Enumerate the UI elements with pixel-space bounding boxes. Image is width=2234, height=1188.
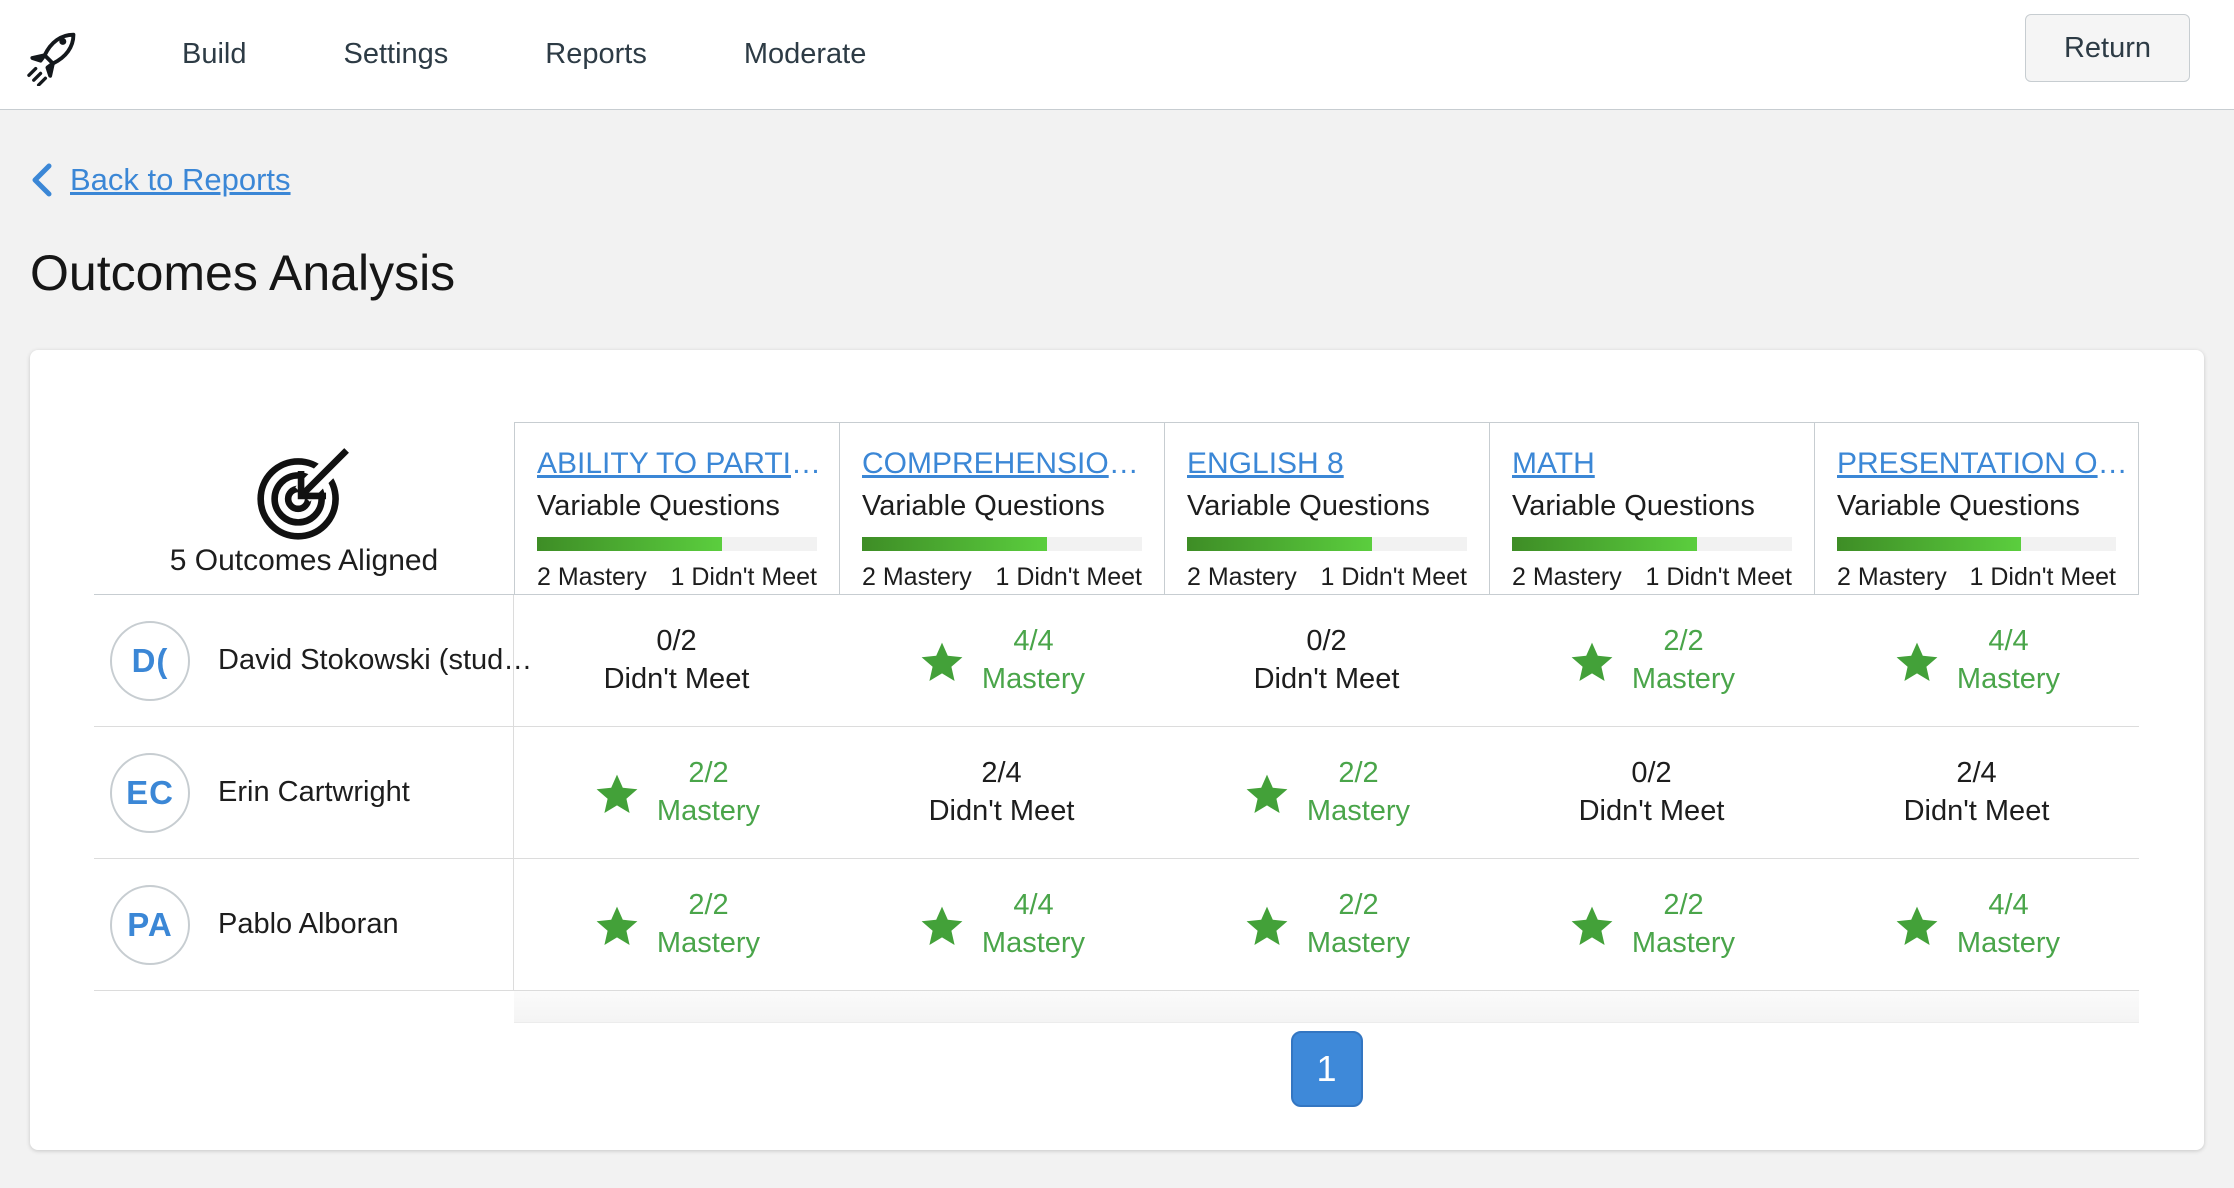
result-cell: 4/4 Mastery — [1814, 859, 2139, 991]
student-cell: D( David Stokowski (stud… — [94, 595, 532, 727]
horizontal-scrollbar[interactable] — [514, 991, 2139, 1023]
outcome-subtitle: Variable Questions — [1837, 490, 2080, 522]
outcome-link[interactable]: COMPREHENSIO… — [862, 447, 1139, 480]
avatar: D( — [110, 620, 190, 701]
chevron-left-icon — [32, 163, 52, 197]
result-cell: 0/2 Didn't Meet — [1164, 595, 1489, 727]
mastery-star-icon — [593, 771, 641, 819]
rocket-logo-icon — [27, 32, 76, 86]
outcome-link[interactable]: ABILITY TO PARTI… — [537, 447, 821, 480]
mastery-progress-bar — [537, 537, 817, 551]
student-name: Erin Cartwright — [218, 776, 410, 808]
mastery-count: 2 Mastery — [862, 563, 972, 591]
mastery-count: 2 Mastery — [1837, 563, 1947, 591]
outcomes-table: 5 Outcomes Aligned ABILITY TO PARTI… Var… — [94, 350, 2140, 991]
didnt-meet-count: 1 Didn't Meet — [1969, 563, 2116, 591]
nav-item-moderate[interactable]: Moderate — [743, 38, 867, 70]
outcome-link[interactable]: MATH — [1512, 447, 1595, 480]
outcome-column-header: PRESENTATION O… Variable Questions 2 Mas… — [1814, 422, 2139, 595]
avatar: EC — [110, 752, 190, 833]
mastery-star-icon — [1568, 639, 1616, 687]
back-to-reports-link[interactable]: Back to Reports — [30, 162, 291, 198]
result-cell: 2/2 Mastery — [1164, 727, 1489, 859]
outcome-subtitle: Variable Questions — [1187, 490, 1430, 522]
mastery-count: 2 Mastery — [537, 563, 647, 591]
result-cell: 2/2 Mastery — [514, 727, 839, 859]
outcome-subtitle: Variable Questions — [1512, 490, 1755, 522]
mastery-star-icon — [918, 903, 966, 951]
mastery-star-icon — [1893, 903, 1941, 951]
result-cell: 4/4 Mastery — [1814, 595, 2139, 727]
result-cell: 4/4 Mastery — [839, 595, 1164, 727]
outcome-subtitle: Variable Questions — [537, 490, 780, 522]
outcome-column-header: MATH Variable Questions 2 Mastery 1 Didn… — [1489, 422, 1814, 595]
didnt-meet-count: 1 Didn't Meet — [670, 563, 817, 591]
didnt-meet-count: 1 Didn't Meet — [995, 563, 1142, 591]
result-cell: 2/2 Mastery — [1489, 859, 1814, 991]
result-cell: 2/4 Didn't Meet — [1814, 727, 2139, 859]
didnt-meet-count: 1 Didn't Meet — [1320, 563, 1467, 591]
mastery-count: 2 Mastery — [1512, 563, 1622, 591]
page-title: Outcomes Analysis — [30, 245, 456, 301]
student-cell: PA Pablo Alboran — [94, 859, 514, 991]
student-name: Pablo Alboran — [218, 908, 399, 940]
nav-item-settings[interactable]: Settings — [343, 38, 449, 70]
outcome-column-header: COMPREHENSIO… Variable Questions 2 Maste… — [839, 422, 1164, 595]
outcomes-aligned-header: 5 Outcomes Aligned — [94, 422, 514, 595]
mastery-star-icon — [1243, 903, 1291, 951]
mastery-star-icon — [918, 639, 966, 687]
page-1-button[interactable]: 1 — [1290, 1031, 1363, 1107]
mastery-star-icon — [1568, 903, 1616, 951]
mastery-progress-bar — [1187, 537, 1467, 551]
result-cell: 4/4 Mastery — [839, 859, 1164, 991]
outcome-link[interactable]: PRESENTATION O… — [1837, 447, 2128, 480]
outcome-subtitle: Variable Questions — [862, 490, 1105, 522]
return-button[interactable]: Return — [2024, 14, 2190, 82]
outcome-link[interactable]: ENGLISH 8 — [1187, 447, 1344, 480]
result-cell: 2/2 Mastery — [1164, 859, 1489, 991]
mastery-progress-bar — [862, 537, 1142, 551]
mastery-star-icon — [1893, 639, 1941, 687]
target-arrow-icon — [257, 446, 351, 540]
result-cell: 2/2 Mastery — [514, 859, 839, 991]
nav-tabs: Build Settings Reports Moderate — [182, 38, 866, 71]
outcome-column-header: ENGLISH 8 Variable Questions 2 Mastery 1… — [1164, 422, 1489, 595]
mastery-star-icon — [593, 903, 641, 951]
result-cell: 2/2 Mastery — [1489, 595, 1814, 727]
avatar: PA — [110, 884, 190, 965]
didnt-meet-count: 1 Didn't Meet — [1645, 563, 1792, 591]
result-cell: 0/2 Didn't Meet — [514, 595, 839, 727]
nav-item-reports[interactable]: Reports — [545, 38, 647, 70]
outcomes-aligned-label: 5 Outcomes Aligned — [169, 544, 439, 577]
mastery-progress-bar — [1512, 537, 1792, 551]
mastery-count: 2 Mastery — [1187, 563, 1297, 591]
result-cell: 2/4 Didn't Meet — [839, 727, 1164, 859]
back-link-label: Back to Reports — [70, 162, 291, 197]
outcome-column-header: ABILITY TO PARTI… Variable Questions 2 M… — [514, 422, 839, 595]
pagination: 1 — [514, 1031, 2139, 1107]
outcomes-analysis-card: 5 Outcomes Aligned ABILITY TO PARTI… Var… — [30, 350, 2204, 1150]
top-nav: Build Settings Reports Moderate Return — [0, 0, 2234, 110]
result-cell: 0/2 Didn't Meet — [1489, 727, 1814, 859]
nav-item-build[interactable]: Build — [182, 38, 247, 70]
student-cell: EC Erin Cartwright — [94, 727, 514, 859]
student-name: David Stokowski (stud… — [218, 644, 533, 676]
mastery-progress-bar — [1837, 537, 2116, 551]
mastery-star-icon — [1243, 771, 1291, 819]
